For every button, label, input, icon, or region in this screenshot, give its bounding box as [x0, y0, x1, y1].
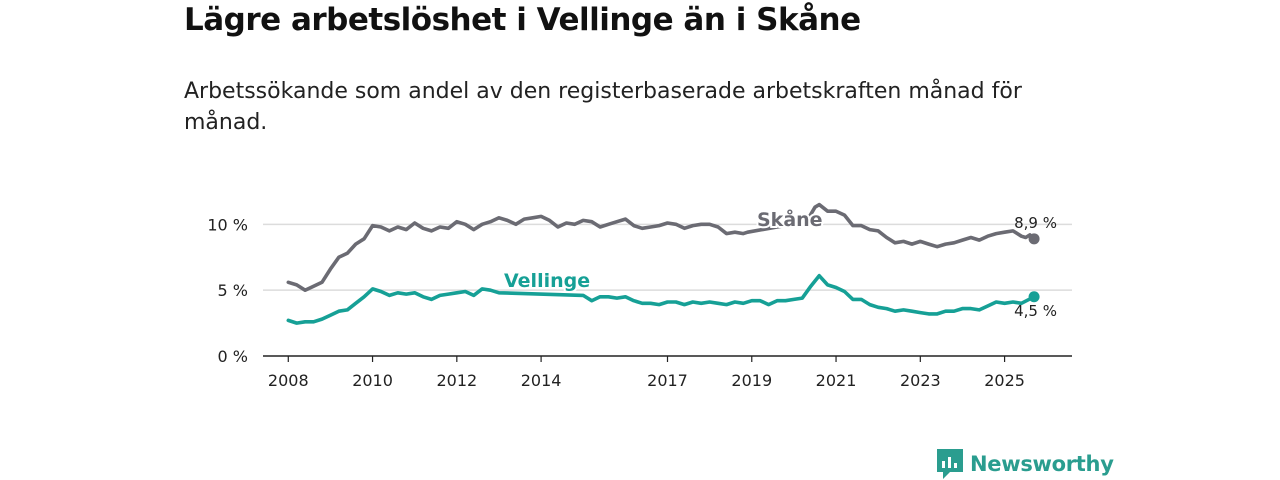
x-tick-label: 2023	[900, 371, 941, 390]
series-line-skåne	[286, 202, 1036, 292]
series-end-label: 8,9 %	[1014, 214, 1057, 232]
x-tick-label: 2025	[984, 371, 1025, 390]
x-tick-label: 2021	[816, 371, 857, 390]
x-tick-label: 2017	[647, 371, 688, 390]
x-tick-label: 2014	[521, 371, 562, 390]
page-subtitle: Arbetssökande som andel av den registerb…	[184, 79, 1022, 135]
series-name-label: Vellinge	[504, 270, 590, 292]
x-tick-label: 2012	[436, 371, 477, 390]
newsworthy-logo-icon	[937, 449, 963, 479]
line-chart: 0 % 5 % 10 % 2008 2010 2012 2014 2017 2019 2021 20…	[207, 202, 1072, 390]
brand-name: Newsworthy	[970, 452, 1114, 476]
brand[interactable]: Newsworthy	[936, 448, 1114, 480]
x-tick-label: 2010	[352, 371, 393, 390]
series-end-marker-vellinge	[1028, 291, 1040, 303]
series-end-marker-skåne	[1028, 233, 1040, 245]
series-end-label: 4,5 %	[1014, 302, 1057, 320]
page-title: Lägre arbetslöshet i Vellinge än i Skåne	[184, 2, 861, 38]
series-line-vellinge	[286, 273, 1036, 325]
series-name-label: Skåne	[757, 207, 823, 231]
y-tick-label: 10 %	[207, 215, 248, 234]
x-tick-label: 2019	[731, 371, 772, 390]
y-tick-label: 5 %	[218, 281, 248, 300]
x-tick-label: 2008	[268, 371, 309, 390]
y-tick-label: 0 %	[218, 347, 248, 366]
